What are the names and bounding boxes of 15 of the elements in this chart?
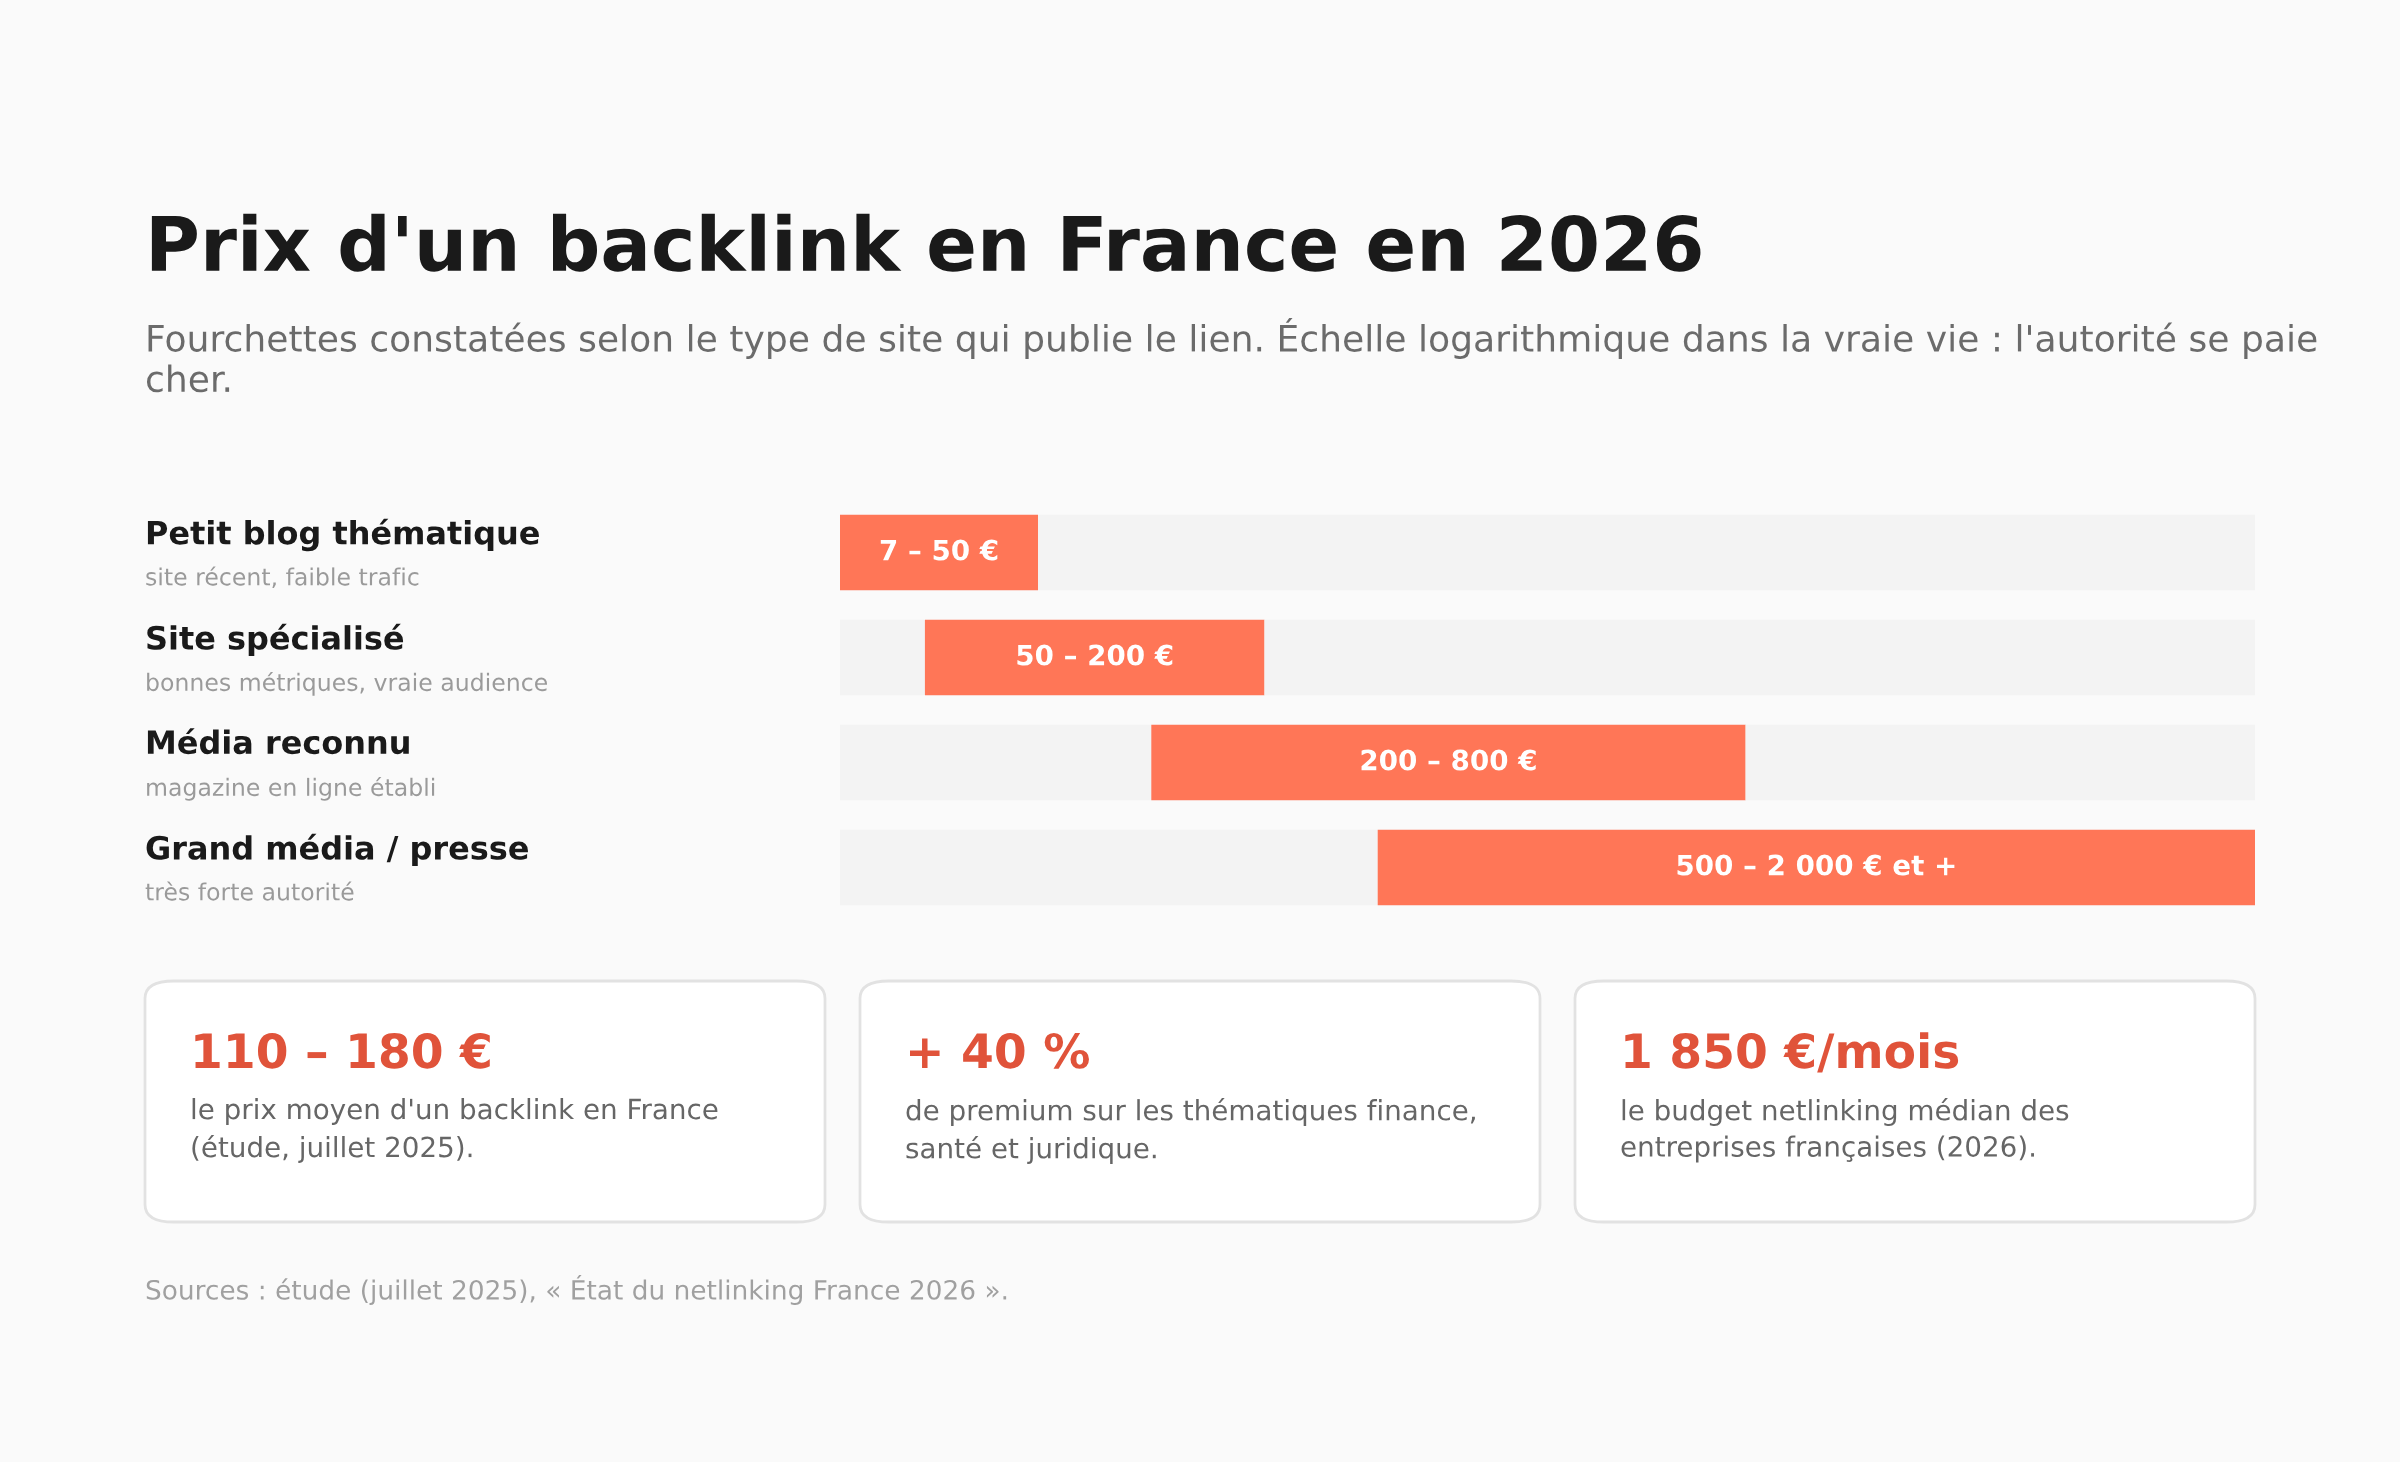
y-tick-label: Petit blog thématique site récent, faible trafic — [146, 518, 539, 589]
annotation: 500 – 2 000 € et + — [1677, 854, 1955, 876]
bar — [840, 514, 1039, 591]
annotation: 7 – 50 € — [880, 539, 998, 561]
y-tick-label: Média reconnu magazine en ligne établi — [147, 728, 435, 801]
text: + 40 % de premium sur les thématiques finance, santé et juridique. — [906, 1032, 1475, 1164]
text: 110 – 180 € le prix moyen d'un backlink en France (étude, juillet 2025). — [192, 1032, 718, 1163]
annotation: 50 – 200 € — [1017, 644, 1173, 666]
chart-subtitle: Fourchettes constatées selon le type de site qui publie le lien. Échelle logarithmique dans la vraie vie : l'autorité se paie cher. — [146, 318, 2317, 393]
y-tick-label: Grand média / presse très forte autorité — [145, 833, 528, 901]
text: 1 850 €/mois le budget netlinking médian des entreprises françaises (2026). — [1621, 1032, 2069, 1163]
chart-title: Prix d'un backlink en France en 2026 — [151, 213, 1701, 272]
source-note: Sources : étude (juillet 2025), « État du netlinking France 2026 ». — [146, 1275, 1007, 1305]
annotation: 200 – 800 € — [1361, 749, 1536, 771]
y-tick-label: Site spécialisé bonnes métriques, vraie audience — [147, 623, 547, 696]
